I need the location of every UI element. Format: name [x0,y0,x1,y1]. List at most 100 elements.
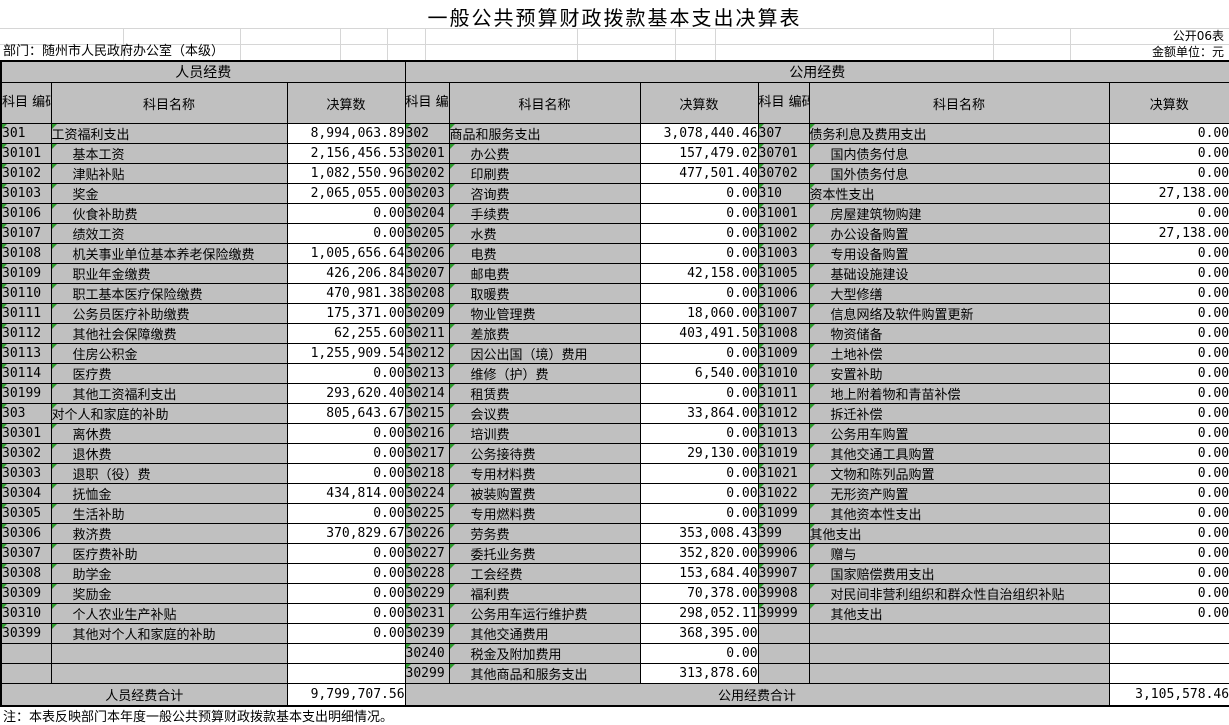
amount-cell: 0.00 [1108,463,1229,484]
amount-cell [1108,663,1229,684]
code-cell: 30303 [0,463,52,484]
name-cell: 拆迁补偿 [808,403,1110,424]
gridline [993,28,994,60]
table-row: 30102 津贴补贴 1,082,550.96 30202 印刷费 477,501.40 3… [0,163,1229,184]
amount-cell: 470,981.38 [286,283,406,304]
gridline [675,28,676,60]
code-cell: 31010 [757,363,810,384]
name-cell: 其他交通工具购置 [808,443,1110,464]
code-cell: 30103 [0,183,52,204]
amount-cell: 434,814.00 [286,483,406,504]
amount-cell: 0.00 [1108,383,1229,404]
name-cell: 培训费 [448,423,641,444]
name-cell: 其他交通费用 [448,623,641,644]
column-header-code: 科目 编码 [757,82,810,124]
table-row: 30309 奖励金 0.00 30229 福利费 70,378.00 39908 对民间非营利… [0,583,1229,604]
code-cell: 310 [757,183,810,204]
amount-cell: 0.00 [639,503,759,524]
code-cell: 30203 [404,183,450,204]
code-cell: 30217 [404,443,450,464]
table-row: 30114 医疗费 0.00 30213 维修（护）费 6,540.00 31010 安置补助… [0,363,1229,384]
expenditure-table: 人员经费 公用经费 科目 编码 科目名称 决算数 科目 编码 科目名称 决算数 … [0,60,1229,707]
column-header-amount: 决算数 [286,82,406,124]
name-cell: 土地补偿 [808,343,1110,364]
amount-cell: 293,620.40 [286,383,406,404]
amount-cell: 0.00 [286,423,406,444]
code-cell: 39907 [757,563,810,584]
table-row: 30306 救济费 370,829.67 30226 劳务费 353,008.43 399 其… [0,523,1229,544]
amount-cell: 0.00 [639,183,759,204]
name-cell [50,643,288,664]
amount-cell: 0.00 [286,603,406,624]
code-cell: 39908 [757,583,810,604]
name-cell: 专用设备购置 [808,243,1110,264]
section-header-personnel: 人员经费 [0,60,406,83]
code-cell: 30225 [404,503,450,524]
table-row: 30199 其他工资福利支出 293,620.40 30214 租赁费 0.00 31011… [0,383,1229,404]
name-cell: 差旅费 [448,323,641,344]
amount-cell: 0.00 [286,203,406,224]
page-header: 一般公共预算财政拨款基本支出决算表 公开06表 部门：随州市人民政府办公室（本级… [0,0,1229,60]
name-cell: 其他商品和服务支出 [448,663,641,684]
name-cell: 绩效工资 [50,223,288,244]
name-cell: 公务员医疗补助缴费 [50,303,288,324]
name-cell: 工资福利支出 [50,123,288,144]
table-row: 30399 其他对个人和家庭的补助 0.00 30239 其他交通费用 368,395.0… [0,623,1229,644]
code-cell: 30101 [0,143,52,164]
code-cell: 30214 [404,383,450,404]
name-cell: 公务接待费 [448,443,641,464]
table-row: 30305 生活补助 0.00 30225 专用燃料费 0.00 31099 其他资本性支出 0… [0,503,1229,524]
code-cell: 30205 [404,223,450,244]
name-cell: 电费 [448,243,641,264]
amount-cell: 0.00 [639,423,759,444]
amount-cell: 426,206.84 [286,263,406,284]
amount-cell: 29,130.00 [639,443,759,464]
name-cell: 其他支出 [808,523,1110,544]
name-cell: 手续费 [448,203,641,224]
name-cell: 国外债务付息 [808,163,1110,184]
name-cell: 离休费 [50,423,288,444]
amount-cell: 62,255.60 [286,323,406,344]
code-cell: 31012 [757,403,810,424]
amount-cell: 0.00 [639,203,759,224]
name-cell: 医疗费 [50,363,288,384]
name-cell: 奖金 [50,183,288,204]
code-cell: 31002 [757,223,810,244]
code-cell: 31019 [757,443,810,464]
amount-cell: 0.00 [286,623,406,644]
name-cell: 对个人和家庭的补助 [50,403,288,424]
amount-cell: 370,829.67 [286,523,406,544]
name-cell: 基本工资 [50,143,288,164]
name-cell: 物资储备 [808,323,1110,344]
name-cell [50,663,288,684]
amount-cell: 2,065,055.00 [286,183,406,204]
amount-cell: 2,156,456.53 [286,143,406,164]
name-cell: 大型修缮 [808,283,1110,304]
name-cell: 咨询费 [448,183,641,204]
name-cell: 伙食补助费 [50,203,288,224]
unit-label: 金额单位：元 [1151,45,1224,59]
amount-cell: 0.00 [639,343,759,364]
name-cell: 印刷费 [448,163,641,184]
amount-cell: 3,078,440.46 [639,123,759,144]
code-cell: 31003 [757,243,810,264]
code-cell: 30304 [0,483,52,504]
code-cell: 30307 [0,543,52,564]
amount-cell [286,643,406,664]
table-row: 30310 个人农业生产补贴 0.00 30231 公务用车运行维护费 298,052.1… [0,603,1229,624]
code-cell: 30310 [0,603,52,624]
table-row: 30301 离休费 0.00 30216 培训费 0.00 31013 公务用车购置 0.00 [0,423,1229,444]
code-cell: 307 [757,123,810,144]
code-cell: 30113 [0,343,52,364]
code-cell [0,643,52,664]
amount-cell: 0.00 [1108,523,1229,544]
code-cell: 31011 [757,383,810,404]
doc-number-label: 公开06表 [1172,29,1224,43]
amount-cell: 313,878.60 [639,663,759,684]
code-cell: 30240 [404,643,450,664]
name-cell: 住房公积金 [50,343,288,364]
table-row: 30106 伙食补助费 0.00 30204 手续费 0.00 31001 房屋建筑物购建 0.… [0,203,1229,224]
column-header-name: 科目名称 [808,82,1110,124]
code-cell: 30224 [404,483,450,504]
name-cell: 退休费 [50,443,288,464]
